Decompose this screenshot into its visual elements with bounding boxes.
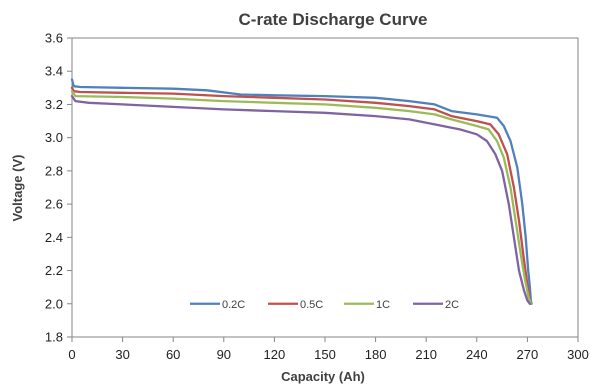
x-tick-label: 180	[365, 347, 387, 362]
series-line-2C	[70, 94, 532, 305]
legend-label-0.2C: 0.2C	[222, 299, 245, 311]
x-tick-label: 270	[517, 347, 539, 362]
legend: 0.2C 0.5C 1C 2C	[190, 299, 459, 311]
legend-label-1C: 1C	[376, 299, 390, 311]
y-axis-label: Voltage (V)	[10, 155, 25, 222]
series-line-0.2C	[70, 78, 533, 305]
x-tick-label: 210	[415, 347, 437, 362]
y-tick-label: 2.0	[45, 296, 63, 311]
x-tick-label: 300	[567, 347, 589, 362]
series-line-0.5C	[70, 86, 532, 305]
x-tick-label: 0	[68, 347, 75, 362]
x-tick-label: 240	[466, 347, 488, 362]
series-line-1C	[70, 90, 532, 305]
legend-label-0.5C: 0.5C	[300, 299, 323, 311]
y-tick-label: 3.6	[45, 31, 63, 46]
y-tick-label: 2.8	[45, 163, 63, 178]
y-tick-label: 3.4	[45, 64, 63, 79]
plot-area: 1.8 2.0 2.2 2.4 2.6 2.8 3.0 3.2 3.4 3.6 0 30 60 90 120…	[45, 31, 589, 363]
y-tick-label: 3.2	[45, 97, 63, 112]
x-tick-label: 60	[166, 347, 180, 362]
x-tick-label: 90	[217, 347, 231, 362]
y-tick-label: 3.0	[45, 130, 63, 145]
legend-label-2C: 2C	[445, 299, 459, 311]
y-tick-label: 2.4	[45, 230, 63, 245]
x-axis-label: Capacity (Ah)	[281, 369, 365, 384]
x-tick-label: 150	[314, 347, 336, 362]
y-tick-label: 1.8	[45, 330, 63, 345]
y-tick-label: 2.6	[45, 197, 63, 212]
y-tick-label: 2.2	[45, 263, 63, 278]
chart-title: C-rate Discharge Curve	[239, 10, 428, 29]
x-tick-label: 120	[264, 347, 286, 362]
x-tick-label: 30	[115, 347, 129, 362]
